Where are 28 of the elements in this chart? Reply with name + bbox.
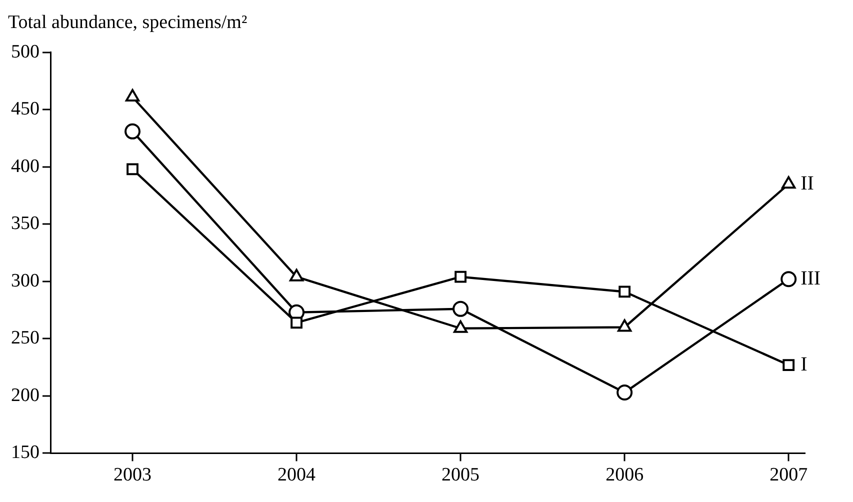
point (782, 359, 795, 371)
point (452, 300, 469, 317)
y-tick-label: 450 (11, 98, 40, 120)
y-tick-label: 150 (11, 442, 40, 464)
series-label: I (800, 353, 808, 376)
point (782, 176, 796, 189)
x-tick-label: 2004 (278, 464, 316, 486)
point (454, 270, 467, 283)
point (124, 123, 141, 140)
y-tick-label: 200 (11, 384, 40, 406)
x-tick-label: 2007 (770, 464, 808, 486)
x-tick-label: 2006 (606, 464, 644, 486)
x-tick-label: 2003 (114, 464, 152, 486)
series-label: III (800, 267, 821, 290)
point (125, 89, 140, 102)
point (780, 271, 797, 288)
point (290, 316, 302, 329)
series-label: II (800, 172, 814, 194)
y-tick-label: 300 (11, 270, 40, 292)
point (616, 384, 633, 401)
point (618, 286, 631, 298)
x-tick-label: 2005 (442, 464, 480, 486)
y-axis-title: Total abundance, specimens/m² (8, 11, 248, 35)
y-tick-label: 500 (11, 41, 40, 62)
y-tick-label: 250 (11, 328, 40, 349)
y-tick-label: 400 (11, 156, 40, 177)
point (126, 163, 138, 176)
y-tick-label: 350 (11, 213, 40, 234)
